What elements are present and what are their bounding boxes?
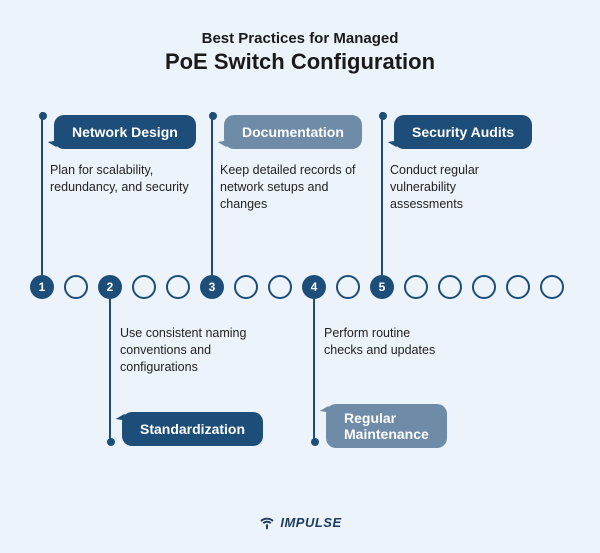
desc-standardization: Use consistent naming conventions and co…	[120, 325, 260, 376]
desc-regular-maintenance: Perform routine checks and updates	[324, 325, 444, 359]
timeline-marker-3: 3	[200, 275, 224, 299]
timeline-marker-2: 2	[98, 275, 122, 299]
timeline-circle	[404, 275, 428, 299]
timeline-marker-5: 5	[370, 275, 394, 299]
pill-network-design: Network Design	[54, 115, 196, 149]
pill-standardization: Standardization	[122, 412, 263, 446]
timeline-circle	[132, 275, 156, 299]
connector-line-3	[211, 112, 213, 275]
pill-label: Standardization	[140, 421, 245, 437]
title-line-1: Best Practices for Managed	[0, 30, 600, 47]
desc-documentation: Keep detailed records of network setups …	[220, 162, 360, 213]
brand-logo: IMPULSE	[258, 512, 341, 533]
footer: IMPULSE	[0, 512, 600, 535]
header: Best Practices for Managed PoE Switch Co…	[0, 0, 600, 75]
connector-line-2	[109, 299, 111, 442]
title-line-2: PoE Switch Configuration	[0, 49, 600, 75]
connector-line-1	[41, 112, 43, 275]
timeline-circle	[438, 275, 462, 299]
pill-label: Documentation	[242, 124, 344, 140]
pill-label: Security Audits	[412, 124, 514, 140]
timeline-circle	[472, 275, 496, 299]
desc-security-audits: Conduct regular vulnerability assessment…	[390, 162, 530, 213]
timeline-circle	[540, 275, 564, 299]
timeline-circle	[166, 275, 190, 299]
pill-documentation: Documentation	[224, 115, 362, 149]
timeline-marker-1: 1	[30, 275, 54, 299]
pill-label: Network Design	[72, 124, 178, 140]
connector-line-4	[313, 299, 315, 442]
connector-dot-2	[107, 438, 115, 446]
timeline-circle	[234, 275, 258, 299]
timeline-marker-4: 4	[302, 275, 326, 299]
wifi-icon	[258, 512, 276, 533]
brand-name: IMPULSE	[280, 515, 341, 530]
timeline-circle	[336, 275, 360, 299]
timeline-track: 1 2 3 4 5	[30, 275, 564, 299]
timeline-circle	[268, 275, 292, 299]
pill-regular-maintenance: RegularMaintenance	[326, 404, 447, 448]
desc-network-design: Plan for scalability, redundancy, and se…	[50, 162, 190, 196]
connector-line-5	[381, 112, 383, 275]
connector-dot-4	[311, 438, 319, 446]
pill-security-audits: Security Audits	[394, 115, 532, 149]
timeline-circle	[64, 275, 88, 299]
timeline-circle	[506, 275, 530, 299]
